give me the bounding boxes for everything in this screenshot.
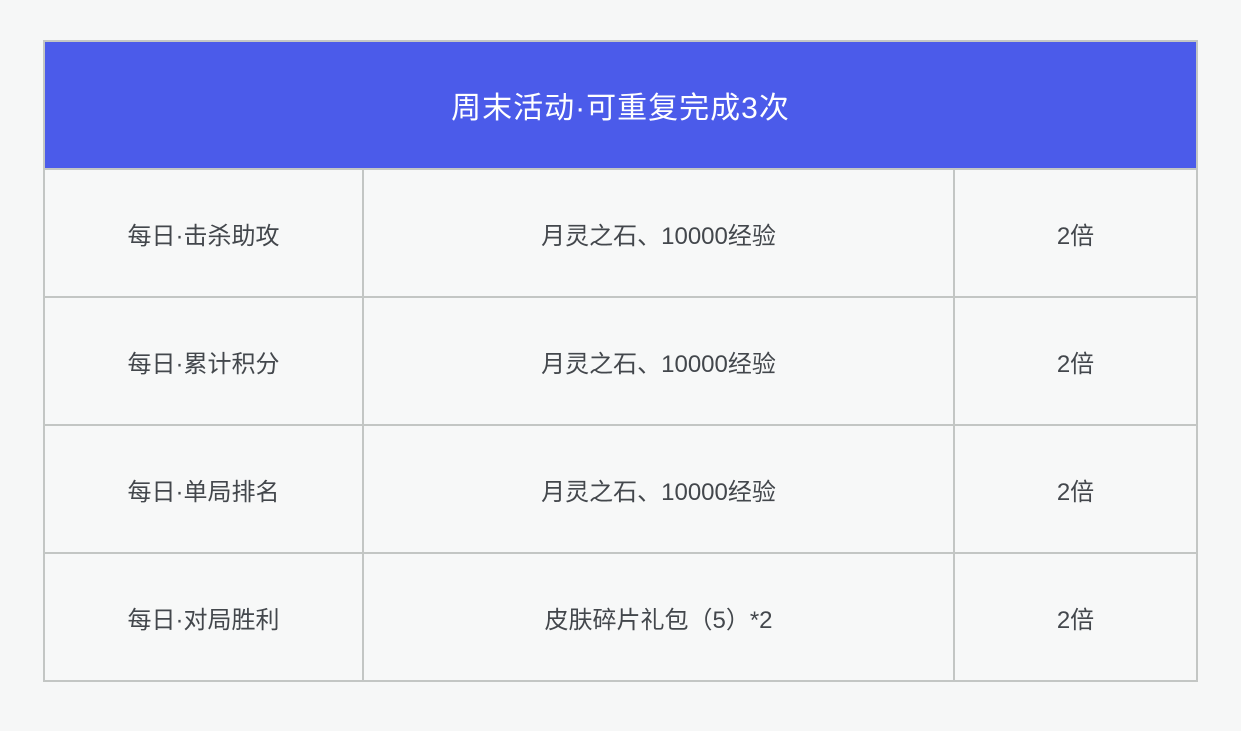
event-rewards-table: 周末活动·可重复完成3次 每日·击杀助攻 月灵之石、10000经验 2倍 每日·… bbox=[43, 40, 1198, 682]
task-cell: 每日·单局排名 bbox=[43, 424, 364, 554]
table-row: 每日·累计积分 月灵之石、10000经验 2倍 bbox=[43, 296, 1198, 426]
multiplier-cell: 2倍 bbox=[953, 296, 1198, 426]
reward-cell: 月灵之石、10000经验 bbox=[362, 296, 955, 426]
reward-cell: 皮肤碎片礼包（5）*2 bbox=[362, 552, 955, 682]
reward-cell: 月灵之石、10000经验 bbox=[362, 424, 955, 554]
table-row: 每日·单局排名 月灵之石、10000经验 2倍 bbox=[43, 424, 1198, 554]
multiplier-cell: 2倍 bbox=[953, 424, 1198, 554]
event-rewards-table-container: 周末活动·可重复完成3次 每日·击杀助攻 月灵之石、10000经验 2倍 每日·… bbox=[43, 40, 1198, 682]
multiplier-cell: 2倍 bbox=[953, 168, 1198, 298]
table-row: 每日·击杀助攻 月灵之石、10000经验 2倍 bbox=[43, 168, 1198, 298]
task-cell: 每日·累计积分 bbox=[43, 296, 364, 426]
multiplier-cell: 2倍 bbox=[953, 552, 1198, 682]
reward-cell: 月灵之石、10000经验 bbox=[362, 168, 955, 298]
table-row: 每日·对局胜利 皮肤碎片礼包（5）*2 2倍 bbox=[43, 552, 1198, 682]
table-header-row: 周末活动·可重复完成3次 bbox=[43, 40, 1198, 170]
task-cell: 每日·对局胜利 bbox=[43, 552, 364, 682]
table-header-title: 周末活动·可重复完成3次 bbox=[43, 40, 1198, 170]
task-cell: 每日·击杀助攻 bbox=[43, 168, 364, 298]
